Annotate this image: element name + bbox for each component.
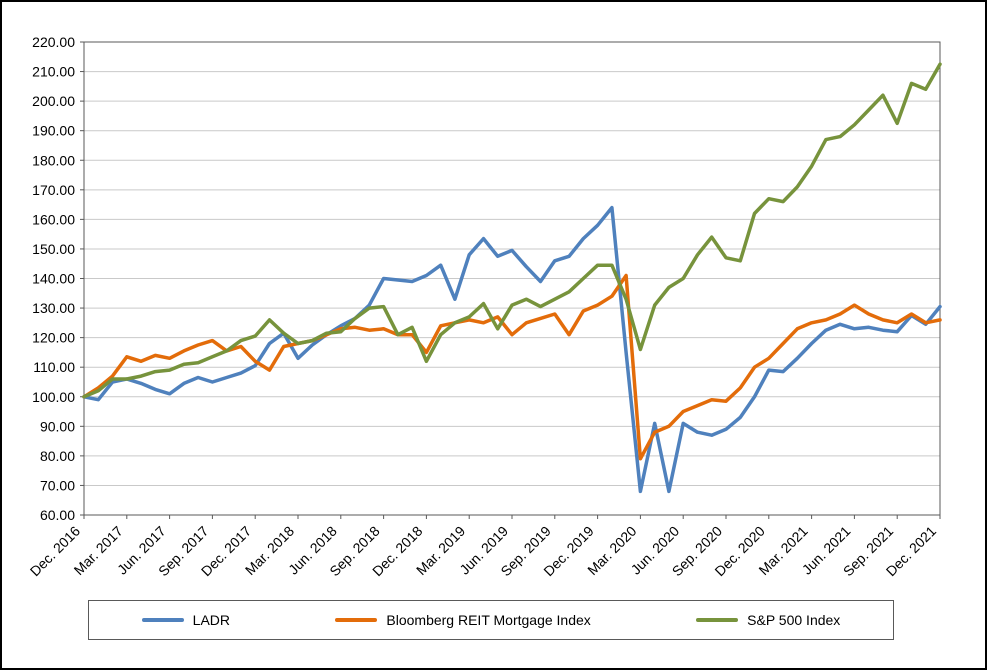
legend: LADR Bloomberg REIT Mortgage Index S&P 5… — [88, 600, 894, 640]
y-tick-label: 200.00 — [32, 93, 75, 109]
y-tick-label: 190.00 — [32, 123, 75, 139]
y-tick-label: 220.00 — [32, 34, 75, 50]
y-tick-label: 210.00 — [32, 64, 75, 80]
series-line-ladr — [82, 205, 942, 494]
legend-item-sp500: S&P 500 Index — [696, 612, 840, 628]
y-tick-label: 90.00 — [40, 418, 75, 434]
reit-line-swatch — [335, 618, 378, 622]
y-tick-label: 180.00 — [32, 152, 75, 168]
y-tick-label: 80.00 — [40, 448, 75, 464]
y-tick-label: 120.00 — [32, 330, 75, 346]
legend-item-ladr: LADR — [141, 612, 231, 628]
y-tick-label: 100.00 — [32, 389, 75, 405]
ladr-line-swatch — [141, 618, 184, 622]
legend-item-reit-mortgage-index: Bloomberg REIT Mortgage Index — [335, 612, 591, 628]
y-tick-label: 60.00 — [40, 507, 75, 523]
y-tick-label: 150.00 — [32, 241, 75, 257]
legend-label-ladr: LADR — [192, 612, 231, 628]
y-tick-label: 110.00 — [33, 359, 75, 375]
y-tick-label: 70.00 — [40, 477, 75, 493]
y-tick-label: 160.00 — [32, 211, 75, 227]
sp500-line-swatch — [696, 618, 739, 622]
legend-label-sp500: S&P 500 Index — [747, 612, 841, 628]
legend-label-reit-mortgage-index: Bloomberg REIT Mortgage Index — [386, 612, 591, 628]
line-chart: 60.00 70.00 80.00 90.00 100.00 110.00 120.00 13… — [27, 34, 942, 579]
y-tick-label: 130.00 — [32, 300, 75, 316]
y-tick-label: 140.00 — [32, 271, 75, 287]
series-line-sp500 — [82, 62, 942, 399]
y-tick-label: 170.00 — [32, 182, 75, 198]
